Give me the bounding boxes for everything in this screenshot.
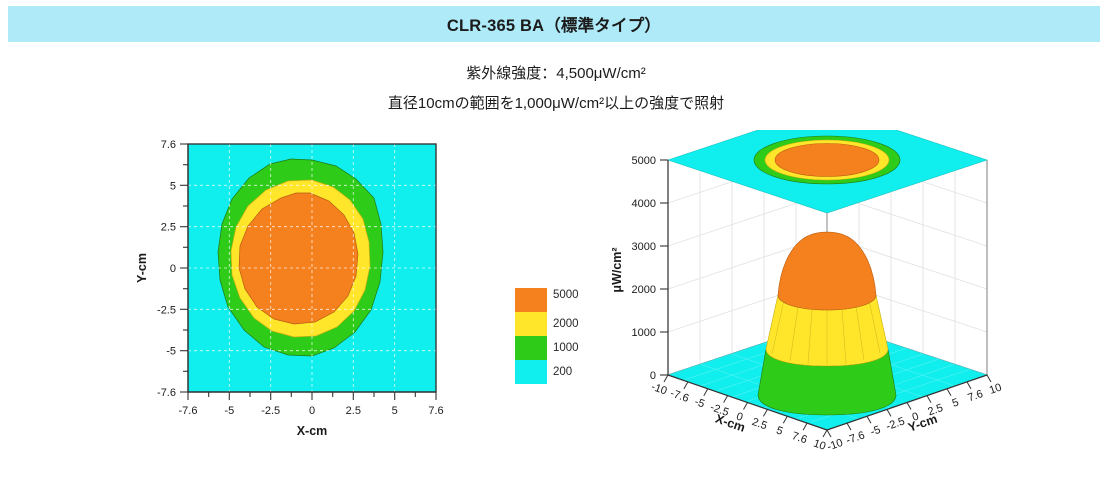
surface-plot-3d: 0 1000 2000 3000 4000 5000 μW/cm² [612,130,1112,460]
page-title: CLR-365 BA（標準タイプ） [446,17,662,35]
surface-xtick-5: 2.5 [750,416,768,432]
contour-xtick-3: 0 [309,405,315,417]
contour-ytick-5: -5 [166,346,176,358]
surface-ztick-5: 5000 [632,155,656,167]
surface-xtick-0: -10 [650,381,669,398]
surface-ztick-2: 2000 [632,284,656,296]
contour-x-axis-label: X-cm [297,424,328,438]
cone-band-orange [777,231,877,311]
legend-label-200: 200 [553,366,573,378]
surface-ytick-4: 0 [911,410,921,423]
contour-y-axis-label: Y-cm [136,253,149,283]
surface-ytick-5: 2.5 [926,402,944,418]
contour-ytick-1: 5 [170,180,176,192]
contour-ytick-4: -2.5 [157,304,176,316]
contour-ytick-2: 2.5 [161,222,176,234]
contour-xtick-6: 7.6 [428,405,443,417]
surface-xtick-3: -2.5 [709,401,731,419]
surface-ytick-1: -7.6 [845,429,867,447]
legend-swatch-1000 [515,336,547,360]
contour-gridlines [188,144,436,392]
ceiling-ring-orange [774,143,880,177]
surface-xtick-7: 7.6 [790,430,808,446]
contour-plot-2d: 7.6 5 2.5 0 -2.5 -5 -7.6 Y-cm [136,132,466,442]
contour-xtick-1: -5 [224,405,234,417]
legend-label-1000: 1000 [553,342,579,354]
surface-ceiling-contour [667,130,988,214]
cone-mesh-lines [771,299,881,365]
contour-plot-area [187,143,437,393]
legend-swatch-5000 [515,288,547,312]
contour-x-axis: -7.6 -5 -2.5 0 2.5 5 7.6 X-cm [179,391,444,438]
surface-xtick-6: 5 [775,424,785,437]
surface-ztick-3: 3000 [632,241,656,253]
subtitle-coverage: 直径10cmの範囲を1,000μW/cm²以上の強度で照射 [387,95,725,112]
contour-y-axis: 7.6 5 2.5 0 -2.5 -5 -7.6 Y-cm [136,139,189,399]
header-band: CLR-365 BA（標準タイプ） [8,6,1100,42]
surface-xtick-4: 0 [735,410,745,423]
contour-xtick-4: 2.5 [346,405,361,417]
legend-swatch-2000 [515,312,547,336]
surface-ytick-6: 5 [951,396,961,409]
legend-label-column: 5000 2000 1000 200 [553,288,597,384]
surface-ztick-4: 4000 [632,198,656,210]
surface-ytick-7: 7.6 [966,388,984,404]
surface-beam-cone [757,231,897,416]
surface-ytick-0: -10 [826,437,845,454]
surface-ytick-2: -5 [869,424,882,439]
legend-label-2000: 2000 [553,318,579,330]
intensity-legend: 5000 2000 1000 200 [515,288,595,384]
surface-z-axis-label: μW/cm² [612,247,624,292]
surface-xtick-2: -5 [693,396,706,411]
surface-x-axis: -10 -7.6 -5 -2.5 0 2.5 5 7.6 10 X-cm [650,374,828,453]
legend-label-5000: 5000 [553,289,579,301]
contour-xtick-0: -7.6 [179,405,198,417]
legend-swatch-column [515,288,547,384]
surface-ytick-8: 10 [988,381,1003,396]
legend-swatch-200 [515,360,547,384]
contour-xtick-5: 5 [392,405,398,417]
contour-xtick-2: -2.5 [261,405,280,417]
contour-ytick-6: -7.6 [157,387,176,399]
contour-ytick-3: 0 [170,263,176,275]
contour-band-orange [238,192,359,325]
surface-ztick-1: 1000 [632,327,656,339]
contour-ytick-0: 7.6 [161,139,176,151]
surface-xtick-8: 10 [812,437,827,452]
surface-ztick-0: 0 [650,370,656,382]
surface-xtick-1: -7.6 [669,387,691,405]
surface-ytick-3: -2.5 [885,415,907,433]
surface-z-axis: 0 1000 2000 3000 4000 5000 μW/cm² [612,155,669,382]
subtitle-intensity: 紫外線強度：4,500μW/cm² [466,65,646,82]
